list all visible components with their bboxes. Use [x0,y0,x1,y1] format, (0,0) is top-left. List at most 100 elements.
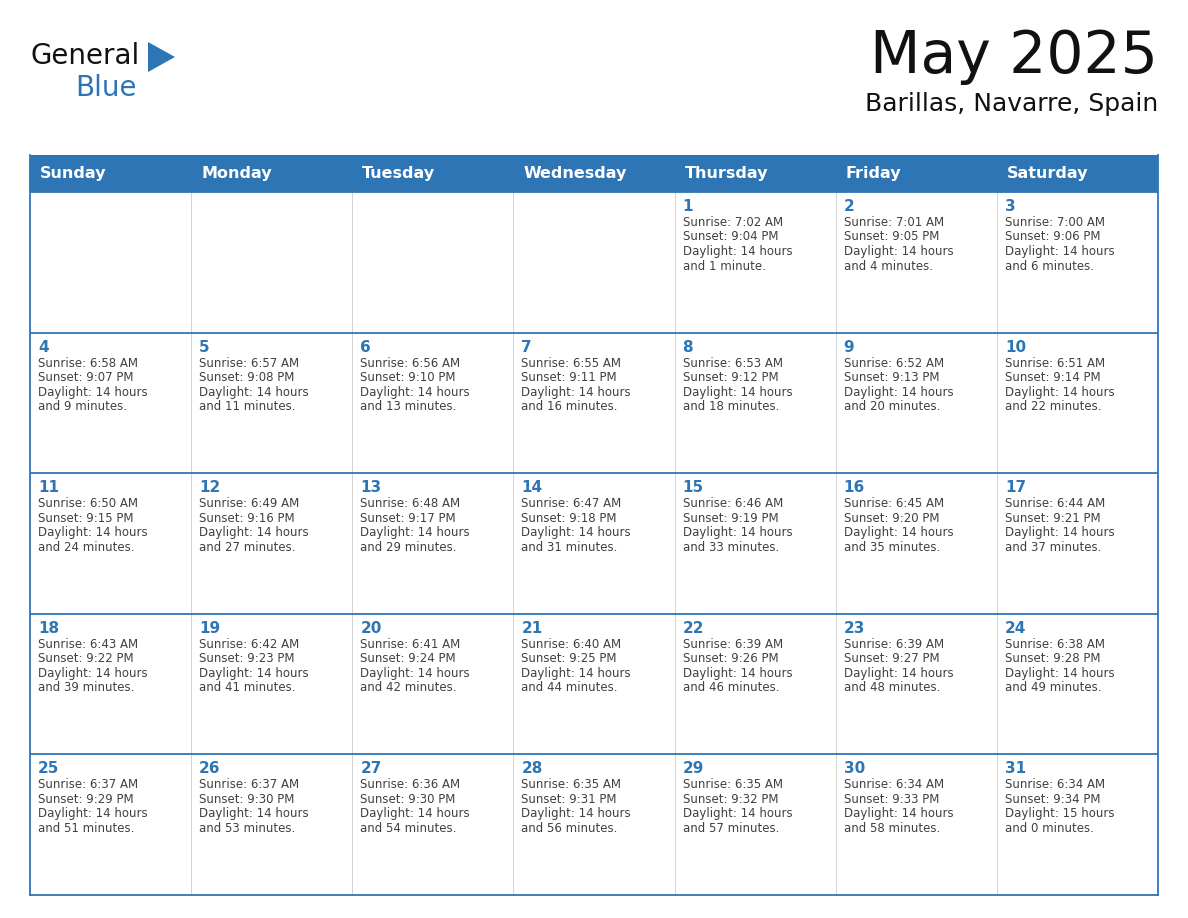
Text: Sunrise: 6:56 AM: Sunrise: 6:56 AM [360,356,461,370]
Text: 30: 30 [843,761,865,777]
Text: Daylight: 14 hours: Daylight: 14 hours [683,808,792,821]
Text: 11: 11 [38,480,59,495]
Bar [353,192,513,332]
Text: Daylight: 14 hours: Daylight: 14 hours [1005,666,1114,680]
Bar [30,755,191,895]
Text: Daylight: 14 hours: Daylight: 14 hours [38,526,147,539]
Text: and 44 minutes.: and 44 minutes. [522,681,618,694]
Text: and 42 minutes.: and 42 minutes. [360,681,456,694]
Text: Sunset: 9:04 PM: Sunset: 9:04 PM [683,230,778,243]
Text: Sunset: 9:22 PM: Sunset: 9:22 PM [38,653,133,666]
Bar [513,755,675,895]
Text: 2: 2 [843,199,854,214]
Text: 25: 25 [38,761,59,777]
Text: 21: 21 [522,621,543,636]
Text: Daylight: 14 hours: Daylight: 14 hours [522,386,631,398]
Text: 6: 6 [360,340,371,354]
Text: 20: 20 [360,621,381,636]
Text: Daylight: 14 hours: Daylight: 14 hours [200,666,309,680]
Text: Daylight: 14 hours: Daylight: 14 hours [38,386,147,398]
Text: Sunrise: 6:34 AM: Sunrise: 6:34 AM [843,778,943,791]
Text: and 22 minutes.: and 22 minutes. [1005,400,1101,413]
Text: and 0 minutes.: and 0 minutes. [1005,822,1094,834]
Text: 3: 3 [1005,199,1016,214]
Text: 19: 19 [200,621,220,636]
Text: Sunrise: 6:41 AM: Sunrise: 6:41 AM [360,638,461,651]
Text: and 27 minutes.: and 27 minutes. [200,541,296,554]
Text: Daylight: 14 hours: Daylight: 14 hours [200,526,309,539]
Text: 16: 16 [843,480,865,495]
Bar [191,473,353,614]
Text: Sunrise: 6:36 AM: Sunrise: 6:36 AM [360,778,461,791]
Text: Sunrise: 6:58 AM: Sunrise: 6:58 AM [38,356,138,370]
Text: Sunrise: 7:01 AM: Sunrise: 7:01 AM [843,216,943,229]
Text: and 13 minutes.: and 13 minutes. [360,400,456,413]
Text: 7: 7 [522,340,532,354]
Text: and 57 minutes.: and 57 minutes. [683,822,779,834]
Bar [353,332,513,473]
Bar [191,755,353,895]
Text: Sunrise: 6:55 AM: Sunrise: 6:55 AM [522,356,621,370]
Bar [675,473,835,614]
Text: Sunrise: 6:42 AM: Sunrise: 6:42 AM [200,638,299,651]
Text: 29: 29 [683,761,704,777]
Text: 22: 22 [683,621,704,636]
Text: Daylight: 14 hours: Daylight: 14 hours [360,808,470,821]
Bar [30,614,191,755]
Text: and 29 minutes.: and 29 minutes. [360,541,456,554]
Text: and 16 minutes.: and 16 minutes. [522,400,618,413]
Text: Sunset: 9:11 PM: Sunset: 9:11 PM [522,371,617,384]
Text: Sunset: 9:14 PM: Sunset: 9:14 PM [1005,371,1100,384]
Bar [835,473,997,614]
Text: Saturday: Saturday [1007,166,1088,181]
Bar [353,755,513,895]
Text: Thursday: Thursday [684,166,769,181]
Text: Sunrise: 6:34 AM: Sunrise: 6:34 AM [1005,778,1105,791]
Text: 5: 5 [200,340,210,354]
Text: 12: 12 [200,480,221,495]
Text: and 54 minutes.: and 54 minutes. [360,822,456,834]
Text: Sunset: 9:19 PM: Sunset: 9:19 PM [683,511,778,525]
Text: Sunset: 9:12 PM: Sunset: 9:12 PM [683,371,778,384]
Text: and 41 minutes.: and 41 minutes. [200,681,296,694]
Text: Daylight: 14 hours: Daylight: 14 hours [522,808,631,821]
Text: Sunrise: 7:02 AM: Sunrise: 7:02 AM [683,216,783,229]
Text: and 53 minutes.: and 53 minutes. [200,822,296,834]
Text: Daylight: 14 hours: Daylight: 14 hours [38,808,147,821]
Text: Sunset: 9:30 PM: Sunset: 9:30 PM [200,793,295,806]
Text: and 18 minutes.: and 18 minutes. [683,400,779,413]
Text: and 11 minutes.: and 11 minutes. [200,400,296,413]
Text: Wednesday: Wednesday [524,166,627,181]
Text: 23: 23 [843,621,865,636]
Text: Daylight: 14 hours: Daylight: 14 hours [1005,245,1114,258]
Bar [513,192,675,332]
Bar [997,755,1158,895]
Text: and 56 minutes.: and 56 minutes. [522,822,618,834]
Text: 10: 10 [1005,340,1026,354]
Bar [191,614,353,755]
Text: General: General [30,42,139,70]
Text: Sunrise: 6:48 AM: Sunrise: 6:48 AM [360,498,461,510]
Text: May 2025: May 2025 [870,28,1158,85]
Text: Daylight: 14 hours: Daylight: 14 hours [843,526,953,539]
Text: Daylight: 15 hours: Daylight: 15 hours [1005,808,1114,821]
Text: and 58 minutes.: and 58 minutes. [843,822,940,834]
Text: Sunrise: 6:44 AM: Sunrise: 6:44 AM [1005,498,1105,510]
Text: Sunset: 9:25 PM: Sunset: 9:25 PM [522,653,617,666]
Text: 28: 28 [522,761,543,777]
Text: Daylight: 14 hours: Daylight: 14 hours [843,245,953,258]
Bar [997,473,1158,614]
Text: Sunset: 9:30 PM: Sunset: 9:30 PM [360,793,456,806]
Text: Daylight: 14 hours: Daylight: 14 hours [843,666,953,680]
Text: Tuesday: Tuesday [362,166,436,181]
Text: 8: 8 [683,340,693,354]
Text: 9: 9 [843,340,854,354]
Bar [353,614,513,755]
Text: and 20 minutes.: and 20 minutes. [843,400,940,413]
Bar [675,192,835,332]
Bar [997,192,1158,332]
Text: Sunrise: 6:37 AM: Sunrise: 6:37 AM [38,778,138,791]
Text: Daylight: 14 hours: Daylight: 14 hours [360,526,470,539]
Text: and 6 minutes.: and 6 minutes. [1005,260,1094,273]
Text: Sunset: 9:16 PM: Sunset: 9:16 PM [200,511,295,525]
